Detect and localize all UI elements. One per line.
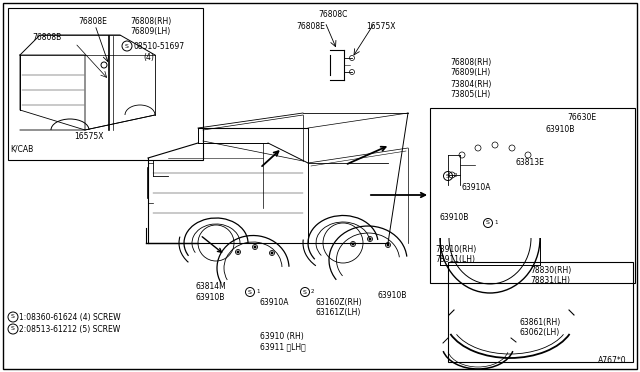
Text: 63910B: 63910B: [196, 293, 225, 302]
Text: 73805(LH): 73805(LH): [450, 90, 490, 99]
Text: 63910 (RH): 63910 (RH): [260, 332, 304, 341]
Text: 76630E: 76630E: [567, 113, 596, 122]
Circle shape: [254, 246, 256, 248]
Text: 63813E: 63813E: [515, 158, 544, 167]
Text: 63861(RH): 63861(RH): [520, 318, 561, 327]
Text: 76809(LH): 76809(LH): [130, 27, 170, 36]
Bar: [8, 8, 203, 160]
Text: 76808E: 76808E: [296, 22, 325, 31]
Circle shape: [237, 251, 239, 253]
Text: A767*0: A767*0: [598, 356, 627, 365]
Text: 63161Z(LH): 63161Z(LH): [315, 308, 360, 317]
Text: K/CAB: K/CAB: [10, 145, 33, 154]
Text: 63814M: 63814M: [196, 282, 227, 291]
Circle shape: [369, 238, 371, 240]
Text: 63910A: 63910A: [462, 183, 492, 192]
Text: 2: 2: [311, 289, 314, 294]
Circle shape: [352, 243, 354, 245]
Text: S: S: [248, 289, 252, 295]
Text: 63910A: 63910A: [260, 298, 289, 307]
Text: S: S: [11, 314, 15, 320]
Text: 76808C: 76808C: [318, 10, 348, 19]
Text: 76808B: 76808B: [32, 33, 61, 42]
Text: S: S: [125, 44, 129, 48]
Text: S: S: [446, 173, 450, 179]
Text: 78831(LH): 78831(LH): [530, 276, 570, 285]
Text: 76808(RH): 76808(RH): [130, 17, 172, 26]
Text: 16575X: 16575X: [74, 132, 104, 141]
Text: 63910B: 63910B: [440, 213, 469, 222]
Text: 73804(RH): 73804(RH): [450, 80, 492, 89]
Text: 78911(LH): 78911(LH): [435, 255, 475, 264]
Circle shape: [387, 244, 389, 246]
Text: 76809(LH): 76809(LH): [450, 68, 490, 77]
Circle shape: [271, 252, 273, 254]
Text: 63911 〈LH〉: 63911 〈LH〉: [260, 342, 306, 351]
Text: S: S: [303, 289, 307, 295]
Text: 78830(RH): 78830(RH): [530, 266, 572, 275]
Text: (4): (4): [143, 53, 154, 62]
Text: 08510-51697: 08510-51697: [133, 42, 184, 51]
Text: 2: 2: [454, 173, 458, 178]
Text: S: S: [486, 221, 490, 225]
Text: 63910B: 63910B: [545, 125, 574, 134]
Text: 2:08513-61212 (5) SCREW: 2:08513-61212 (5) SCREW: [19, 325, 120, 334]
Bar: [448, 262, 633, 362]
Text: 1: 1: [256, 289, 259, 294]
Text: 76808E: 76808E: [78, 17, 107, 26]
Text: 1:08360-61624 (4) SCREW: 1:08360-61624 (4) SCREW: [19, 313, 120, 322]
Text: 78910(RH): 78910(RH): [435, 245, 476, 254]
Text: 63910B: 63910B: [378, 291, 408, 300]
Text: 16575X: 16575X: [366, 22, 396, 31]
Text: 76808(RH): 76808(RH): [450, 58, 492, 67]
Bar: [430, 108, 635, 283]
Text: 63062(LH): 63062(LH): [520, 328, 560, 337]
Text: S: S: [11, 327, 15, 331]
Text: 1: 1: [494, 220, 497, 225]
Text: 63160Z(RH): 63160Z(RH): [315, 298, 362, 307]
